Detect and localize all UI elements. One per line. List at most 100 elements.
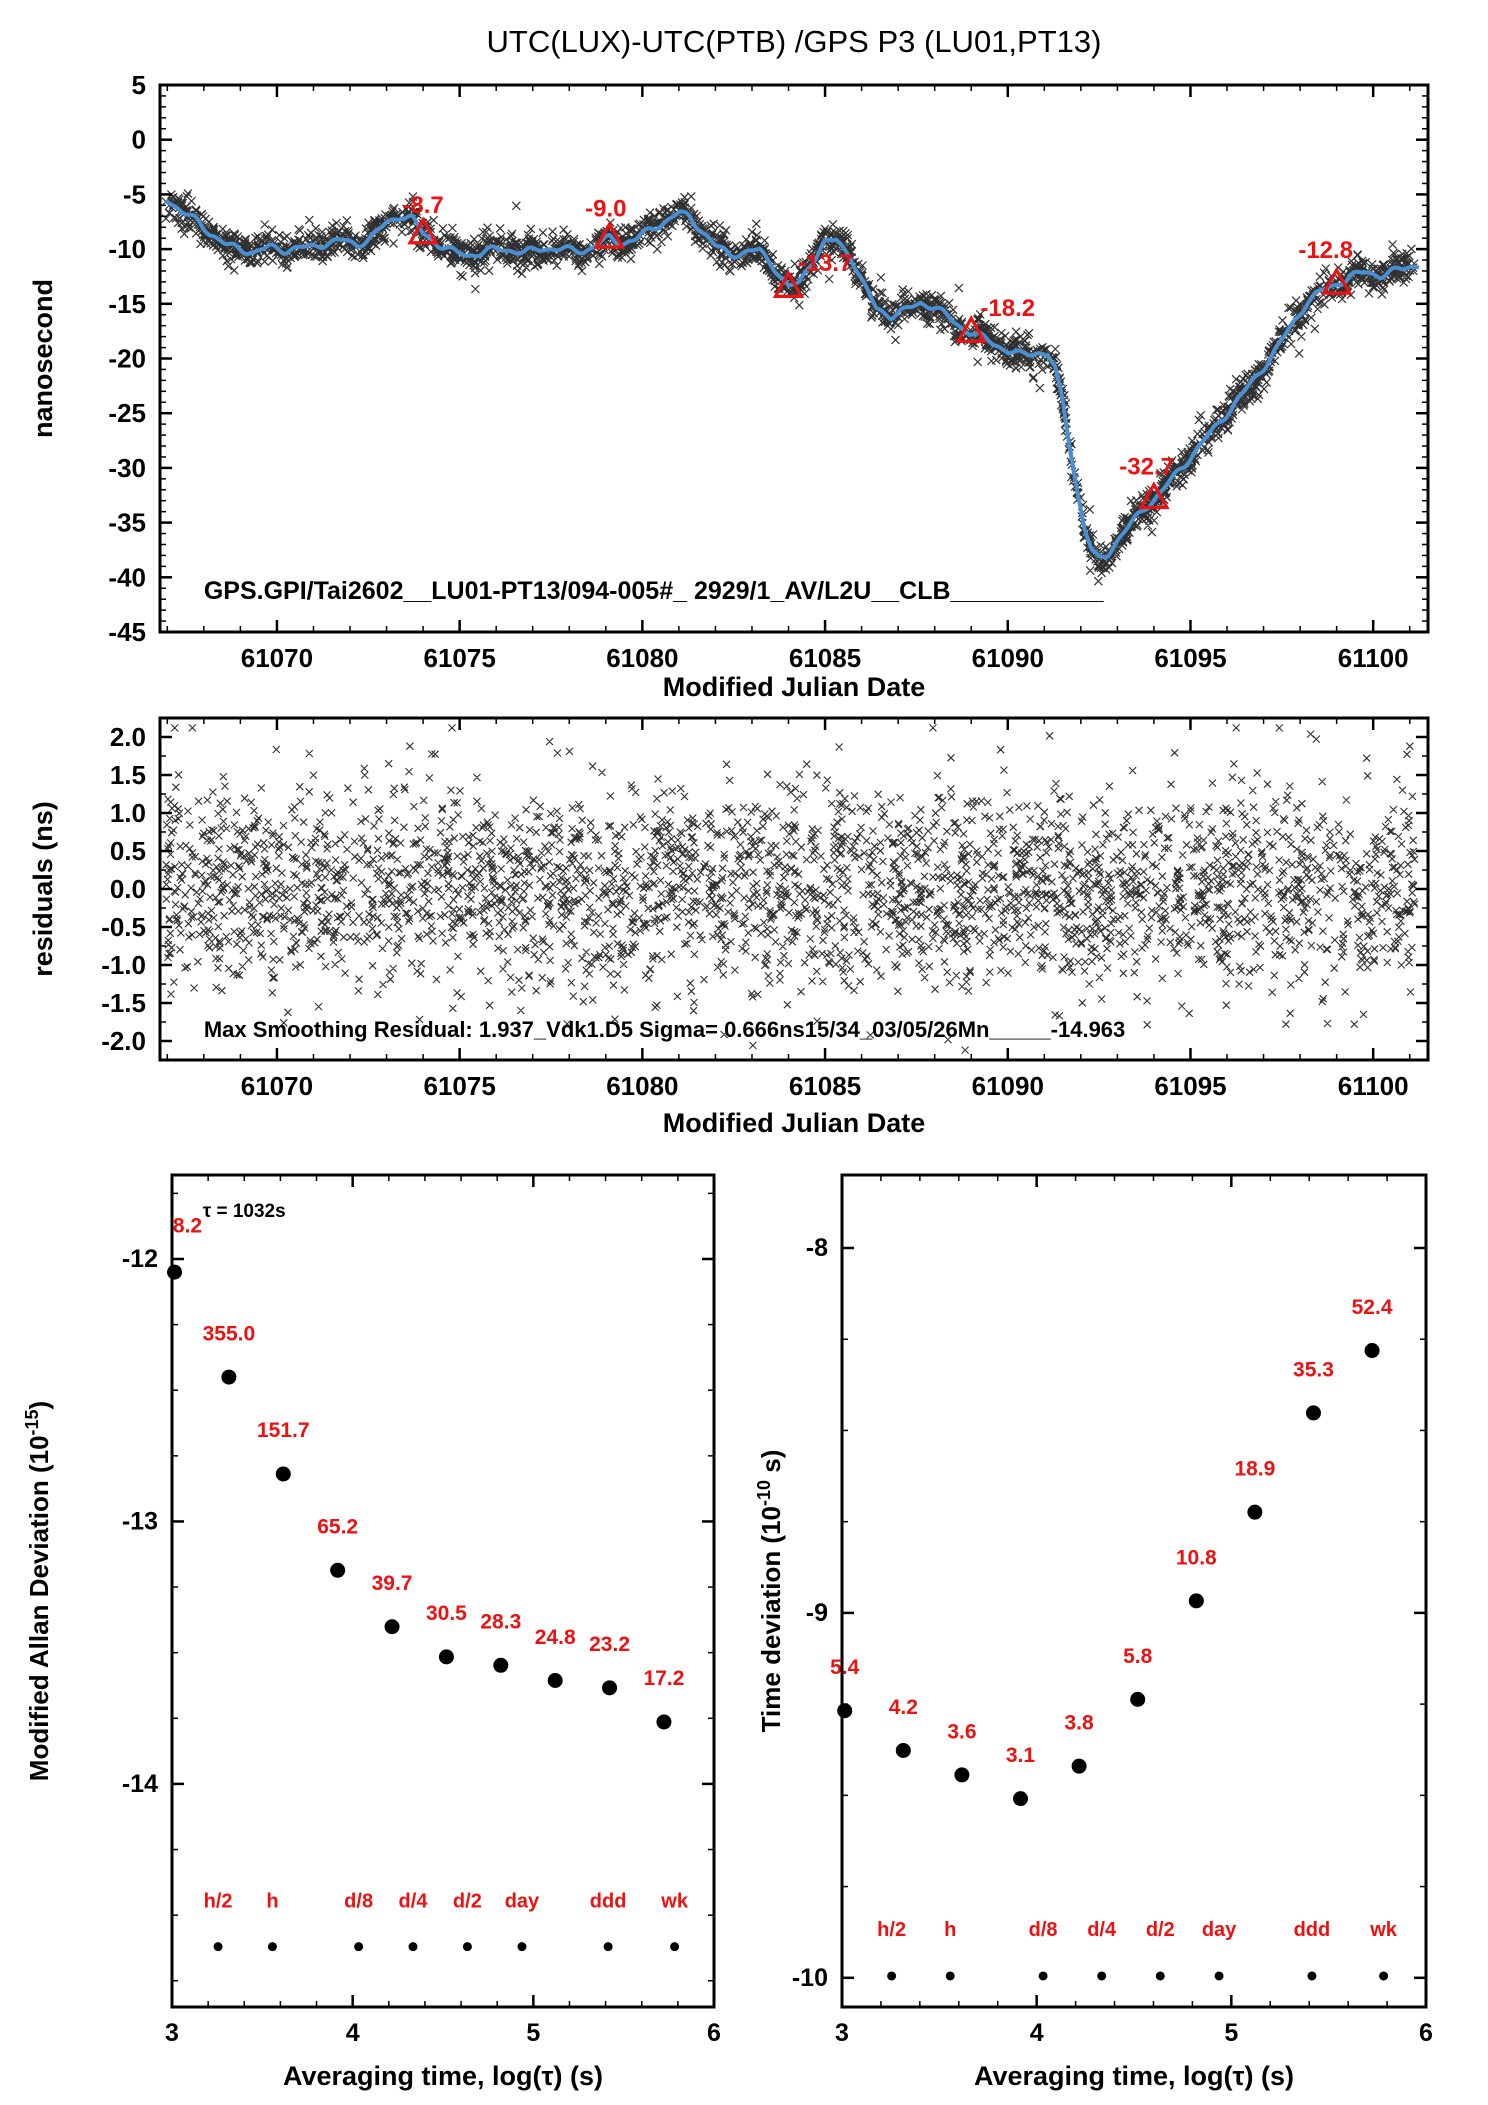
svg-text:-9: -9 [806, 1599, 828, 1627]
svg-text:1.0: 1.0 [110, 798, 146, 828]
svg-text:4: 4 [1030, 2019, 1044, 2047]
svg-text:-15: -15 [108, 289, 146, 319]
time-marker-dot [1155, 1971, 1165, 1981]
svg-text:-25: -25 [108, 398, 146, 428]
point-value-label: 35.3 [1293, 1358, 1334, 1381]
tdev-axes [840, 1173, 1428, 2009]
calibration-value-label: -12.8 [1298, 237, 1353, 264]
point-value-label: 10.8 [1176, 1546, 1217, 1569]
svg-text:-8: -8 [806, 1234, 828, 1262]
mdev-data-point [167, 1264, 183, 1280]
time-marker-label: day [1202, 1919, 1237, 1941]
point-value-label: 28.3 [480, 1611, 521, 1634]
time-marker-label: h [944, 1919, 956, 1941]
x-axis-label: Modified Julian Date [663, 1108, 926, 1138]
mdev-data-point [602, 1680, 618, 1696]
time-marker-dot [887, 1971, 897, 1981]
svg-text:2.0: 2.0 [110, 722, 146, 752]
x-axis-label: Averaging time, log(τ) (s) [283, 2061, 603, 2091]
svg-text:61095: 61095 [1154, 1071, 1226, 1101]
mdev-data-point [656, 1714, 672, 1730]
svg-text:61080: 61080 [606, 1071, 678, 1101]
time-marker-dot [517, 1942, 527, 1952]
svg-text:-40: -40 [108, 562, 146, 592]
svg-text:-10: -10 [792, 1964, 828, 1992]
svg-text:61095: 61095 [1154, 643, 1226, 673]
residuals-chart: Max Smoothing Residual: 1.937_Vdk1.D5 Si… [28, 716, 1430, 1138]
time-marker-dot [1038, 1971, 1048, 1981]
deviation-charts-row: 8.2 355.0 151.7 65.2 39.7 30.5 28.3 24.8 23.2 17.… [0, 1145, 1488, 2105]
mdev-data-point [275, 1466, 291, 1482]
point-value-label: 24.8 [535, 1626, 576, 1649]
calibration-triangle-marker [1320, 266, 1353, 295]
svg-text:6: 6 [1419, 2019, 1433, 2047]
tdev-data-point [1013, 1791, 1029, 1807]
svg-text:0.5: 0.5 [110, 836, 146, 866]
point-value-label: 23.2 [589, 1633, 630, 1656]
time-marker-label: h/2 [877, 1919, 906, 1941]
tdev-data-point [1188, 1593, 1204, 1609]
x-axis-label: Modified Julian Date [663, 672, 926, 700]
tau-note: τ = 1032s [203, 1201, 286, 1222]
svg-text:-35: -35 [108, 508, 146, 538]
svg-text:-2.0: -2.0 [101, 1026, 146, 1056]
point-value-label: 3.6 [947, 1720, 976, 1743]
calibration-value-label: -9.0 [585, 195, 626, 222]
svg-text:3: 3 [835, 2019, 849, 2047]
residuals-axes [158, 716, 1430, 1062]
svg-text:-10: -10 [108, 234, 146, 264]
tdev-data-point [1305, 1405, 1321, 1421]
tdev-data-point [1071, 1758, 1087, 1774]
svg-text:61075: 61075 [423, 1071, 495, 1101]
calibration-value-label: -8.7 [402, 192, 443, 219]
tdev-data-point [1247, 1504, 1263, 1520]
time-marker-label: ddd [590, 1890, 627, 1912]
point-value-label: 5.8 [1123, 1645, 1153, 1668]
svg-text:-14: -14 [122, 1770, 158, 1798]
tdev-data-point [895, 1742, 911, 1758]
phase-axes [158, 83, 1430, 634]
time-marker-label: ddd [1294, 1919, 1331, 1941]
svg-text:-1.0: -1.0 [101, 950, 146, 980]
mdev-data-point [438, 1649, 454, 1665]
phase-scatter-points [161, 189, 1419, 586]
point-value-label: 5.4 [830, 1656, 860, 1679]
smoothing-annotation: Max Smoothing Residual: 1.937_Vdk1.D5 Si… [204, 1017, 1125, 1042]
time-marker-dot [1214, 1971, 1224, 1981]
svg-text:3: 3 [165, 2019, 179, 2047]
point-value-label: 52.4 [1352, 1296, 1393, 1319]
y-axis-label: nanosecond [28, 279, 58, 438]
svg-text:-13: -13 [122, 1507, 158, 1535]
point-value-label: 17.2 [644, 1667, 685, 1690]
time-marker-label: d/4 [1087, 1919, 1117, 1941]
time-marker-label: d/2 [453, 1890, 482, 1912]
y-axis-label: Time deviation (10-10 s) [754, 1450, 786, 1733]
time-marker-dot [354, 1942, 364, 1952]
time-marker-label: h/2 [204, 1890, 233, 1912]
svg-text:61090: 61090 [972, 643, 1044, 673]
svg-text:-5: -5 [123, 179, 146, 209]
time-marker-label: d/8 [1029, 1919, 1058, 1941]
time-marker-label: wk [1369, 1919, 1398, 1941]
time-deviation-chart: 5.4 4.2 3.6 3.1 3.8 5.8 10.8 18.9 35.3 52.4 h/2 h d/… [754, 1173, 1433, 2091]
tdev-data-point [1130, 1691, 1146, 1707]
time-marker-label: d/4 [399, 1890, 429, 1912]
mdev-data-point [221, 1369, 237, 1385]
svg-text:-0.5: -0.5 [101, 912, 146, 942]
calibration-value-label: -18.2 [980, 295, 1035, 322]
calibration-triangle-marker [1138, 481, 1170, 510]
point-value-label: 30.5 [426, 1602, 467, 1625]
svg-text:4: 4 [346, 2019, 360, 2047]
y-axis-label: residuals (ns) [28, 801, 58, 977]
point-value-label: 65.2 [317, 1516, 358, 1539]
point-value-label: 4.2 [889, 1696, 918, 1719]
point-value-label: 18.9 [1234, 1458, 1275, 1481]
svg-text:61090: 61090 [972, 1071, 1044, 1101]
time-marker-label: wk [660, 1890, 689, 1912]
tdev-data-point [954, 1767, 970, 1783]
svg-text:61100: 61100 [1338, 643, 1409, 673]
calibration-value-label: -32.7 [1119, 453, 1174, 480]
modified-allan-deviation-chart: 8.2 355.0 151.7 65.2 39.7 30.5 28.3 24.8 23.2 17.… [22, 1173, 721, 2091]
svg-text:-1.5: -1.5 [101, 988, 146, 1018]
